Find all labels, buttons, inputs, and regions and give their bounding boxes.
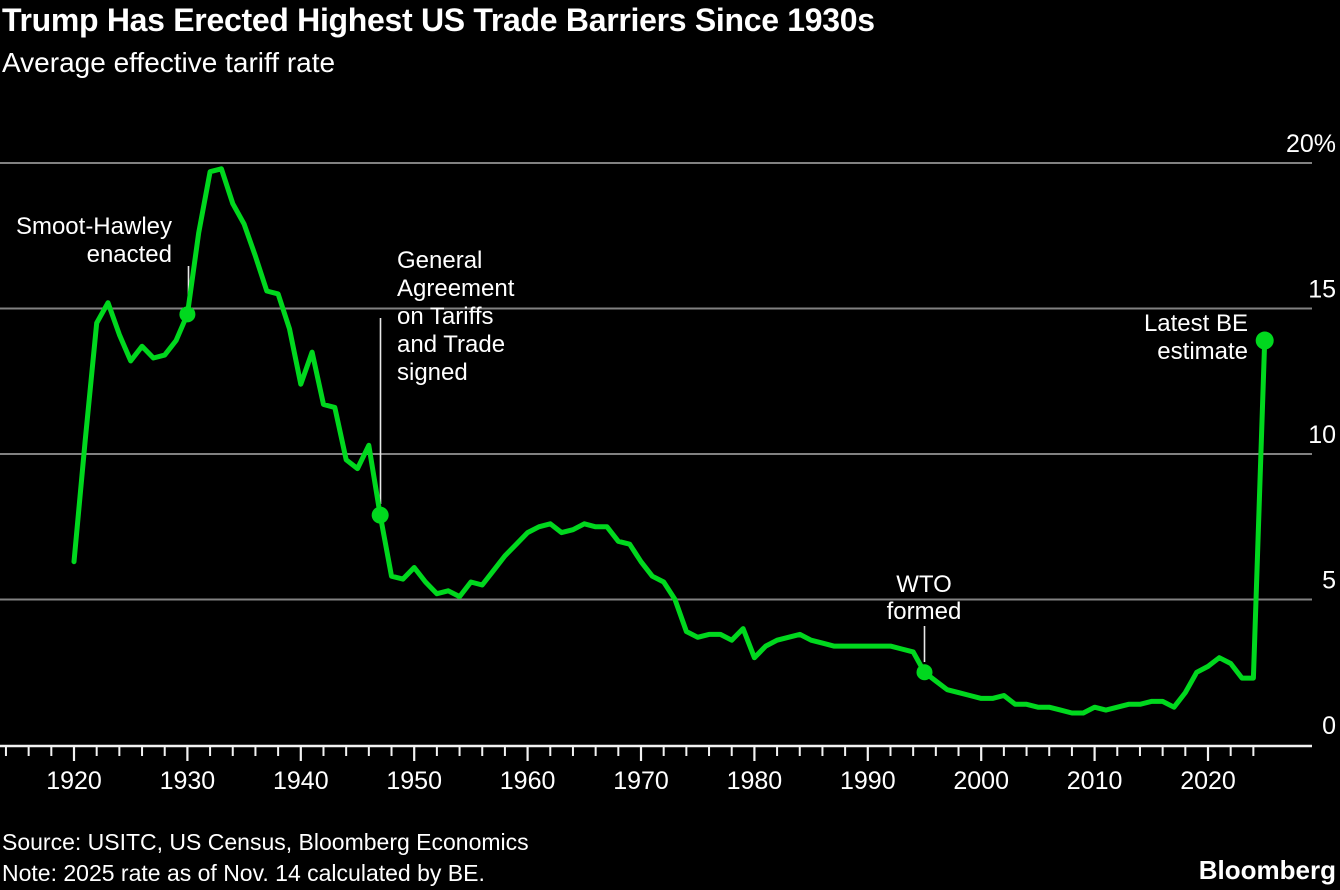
x-axis-label: 1930	[160, 767, 216, 795]
x-axis-label: 2020	[1180, 767, 1236, 795]
annotation-gatt-label: General	[397, 247, 482, 274]
annotation-gatt-label: and Trade	[397, 331, 505, 358]
source-note: Source: USITC, US Census, Bloomberg Econ…	[2, 829, 529, 855]
annotation-dot-latest-be	[1255, 331, 1274, 350]
annotation-dot-smoot-hawley	[179, 306, 196, 323]
annotation-smoot-hawley-label: Smoot-Hawley	[16, 213, 172, 240]
y-axis-label: 20%	[1286, 130, 1336, 158]
x-axis-label: 1950	[386, 767, 442, 795]
annotation-wto-label: formed	[887, 598, 962, 625]
annotation-gatt-label: Agreement	[397, 275, 515, 302]
x-axis-label: 1940	[273, 767, 329, 795]
annotation-latest-be-label: estimate	[1157, 338, 1248, 365]
y-axis-label: 15	[1308, 276, 1336, 304]
x-axis-label: 1990	[840, 767, 896, 795]
y-axis-label: 0	[1322, 712, 1336, 740]
x-axis-label: 2010	[1067, 767, 1123, 795]
annotation-gatt-label: on Tariffs	[397, 303, 494, 330]
x-axis-label: 2000	[953, 767, 1009, 795]
annotation-wto-label: WTO	[896, 571, 952, 598]
annotation-dot-gatt	[371, 506, 389, 524]
data-note: Note: 2025 rate as of Nov. 14 calculated…	[2, 860, 485, 886]
x-axis-label: 1960	[500, 767, 556, 795]
y-axis-label: 10	[1308, 421, 1336, 449]
annotation-dot-wto	[916, 664, 933, 681]
bloomberg-logo: Bloomberg	[1198, 855, 1336, 885]
annotation-latest-be-label: Latest BE	[1144, 310, 1248, 337]
x-axis-label: 1970	[613, 767, 669, 795]
y-axis-label: 5	[1322, 567, 1336, 595]
chart-title: Trump Has Erected Highest US Trade Barri…	[2, 2, 875, 38]
annotation-smoot-hawley-label: enacted	[87, 241, 172, 268]
x-axis-label: 1980	[727, 767, 783, 795]
annotation-gatt-label: signed	[397, 359, 468, 386]
x-axis-label: 1920	[46, 767, 102, 795]
chart-subtitle: Average effective tariff rate	[2, 47, 336, 78]
tariff-line	[71, 166, 1268, 716]
